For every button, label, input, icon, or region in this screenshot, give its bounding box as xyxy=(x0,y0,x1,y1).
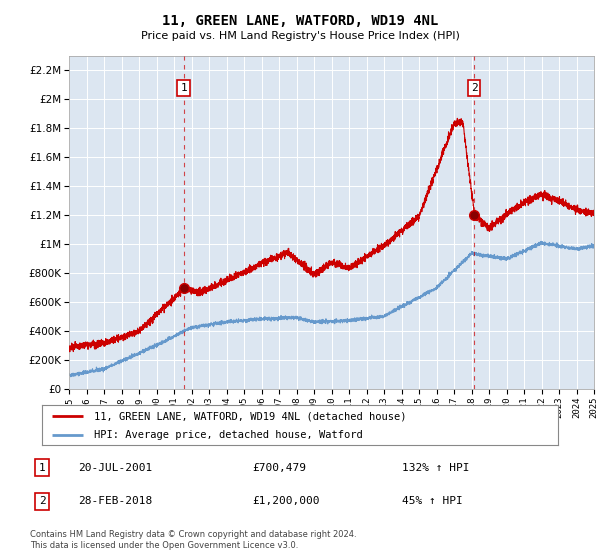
Text: HPI: Average price, detached house, Watford: HPI: Average price, detached house, Watf… xyxy=(94,430,362,440)
Text: 2: 2 xyxy=(471,83,478,93)
Text: 11, GREEN LANE, WATFORD, WD19 4NL: 11, GREEN LANE, WATFORD, WD19 4NL xyxy=(162,14,438,28)
Text: 2: 2 xyxy=(38,496,46,506)
Text: 1: 1 xyxy=(38,463,46,473)
Text: 1: 1 xyxy=(180,83,187,93)
Text: Price paid vs. HM Land Registry's House Price Index (HPI): Price paid vs. HM Land Registry's House … xyxy=(140,31,460,41)
Text: 20-JUL-2001: 20-JUL-2001 xyxy=(78,463,152,473)
Text: 132% ↑ HPI: 132% ↑ HPI xyxy=(402,463,470,473)
Text: 45% ↑ HPI: 45% ↑ HPI xyxy=(402,496,463,506)
Text: Contains HM Land Registry data © Crown copyright and database right 2024.
This d: Contains HM Land Registry data © Crown c… xyxy=(30,530,356,550)
Text: 28-FEB-2018: 28-FEB-2018 xyxy=(78,496,152,506)
Text: 11, GREEN LANE, WATFORD, WD19 4NL (detached house): 11, GREEN LANE, WATFORD, WD19 4NL (detac… xyxy=(94,411,406,421)
Text: £1,200,000: £1,200,000 xyxy=(252,496,320,506)
Text: £700,479: £700,479 xyxy=(252,463,306,473)
